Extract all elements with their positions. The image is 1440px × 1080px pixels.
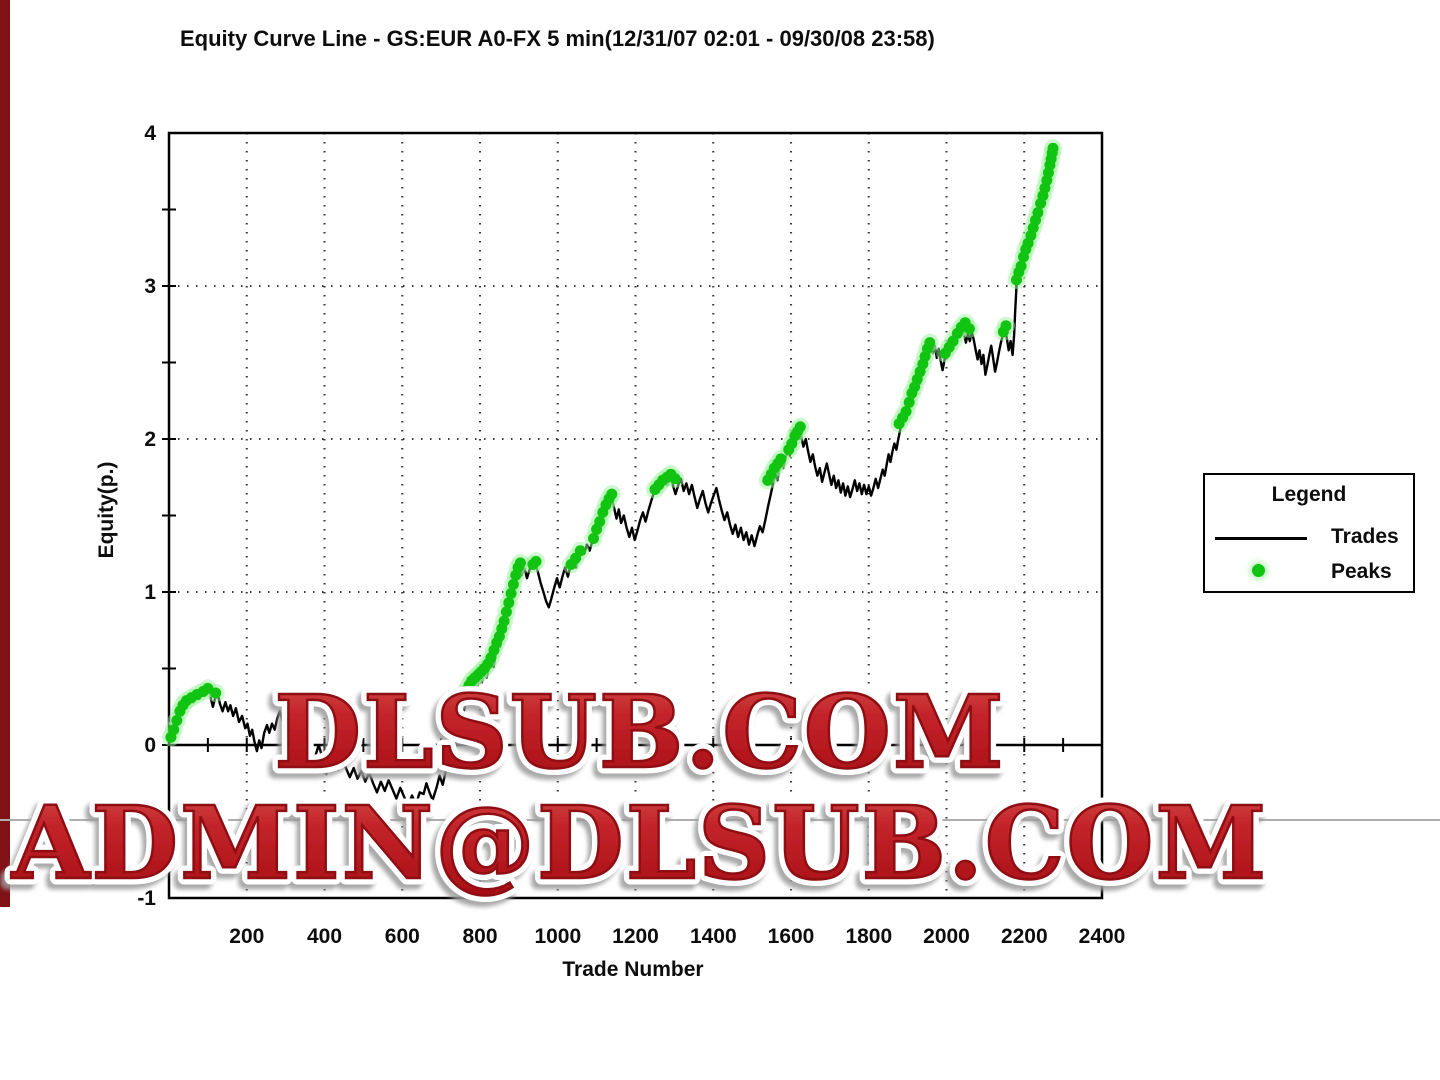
left-edge-bar [0,0,10,907]
trades-line-sample-icon [1215,537,1307,540]
legend-title: Legend [1271,483,1347,506]
x-tick-label: 1200 [612,925,659,948]
x-tick-label: 400 [307,925,342,948]
y-tick-labels: 4 3 2 1 0 -1 [137,122,156,910]
legend-label-peaks: Peaks [1331,560,1392,583]
peaks-dots [161,139,1062,747]
x-tick-label: 2200 [1001,925,1048,948]
x-tick-label: 800 [462,925,497,948]
x-tick-label: 2000 [923,925,970,948]
zero-axis [169,738,1102,752]
y-tick-label: 3 [144,275,156,298]
peaks-dot-sample-icon [1252,564,1265,577]
chart-title: Equity Curve Line - GS:EUR A0-FX 5 min(1… [180,26,935,51]
plot-border [167,131,1104,900]
y-tick-label: 2 [144,428,156,451]
x-tick-label: 600 [385,925,420,948]
x-tick-label: 1000 [534,925,581,948]
x-tick-label: 2400 [1079,925,1126,948]
y-tick-label: 4 [144,122,156,145]
x-tick-labels: 200 400 600 800 1000 1200 1400 1600 1800 2000 2200… [229,925,1125,948]
y-tick-label: 0 [144,734,156,757]
y-tick-label: -1 [137,887,156,910]
horizontal-gray-line [0,819,1440,821]
legend-box: Legend Trades Peaks [1203,473,1415,593]
x-tick-label: 1400 [690,925,737,948]
trades-line [167,148,1054,808]
x-tick-label: 1600 [768,925,815,948]
x-tick-label: 200 [229,925,264,948]
y-tick-label: 1 [144,581,156,604]
x-tick-label: 1800 [845,925,892,948]
gridlines [169,133,1102,898]
legend-label-trades: Trades [1331,525,1399,548]
x-axis-title: Trade Number [562,958,704,981]
